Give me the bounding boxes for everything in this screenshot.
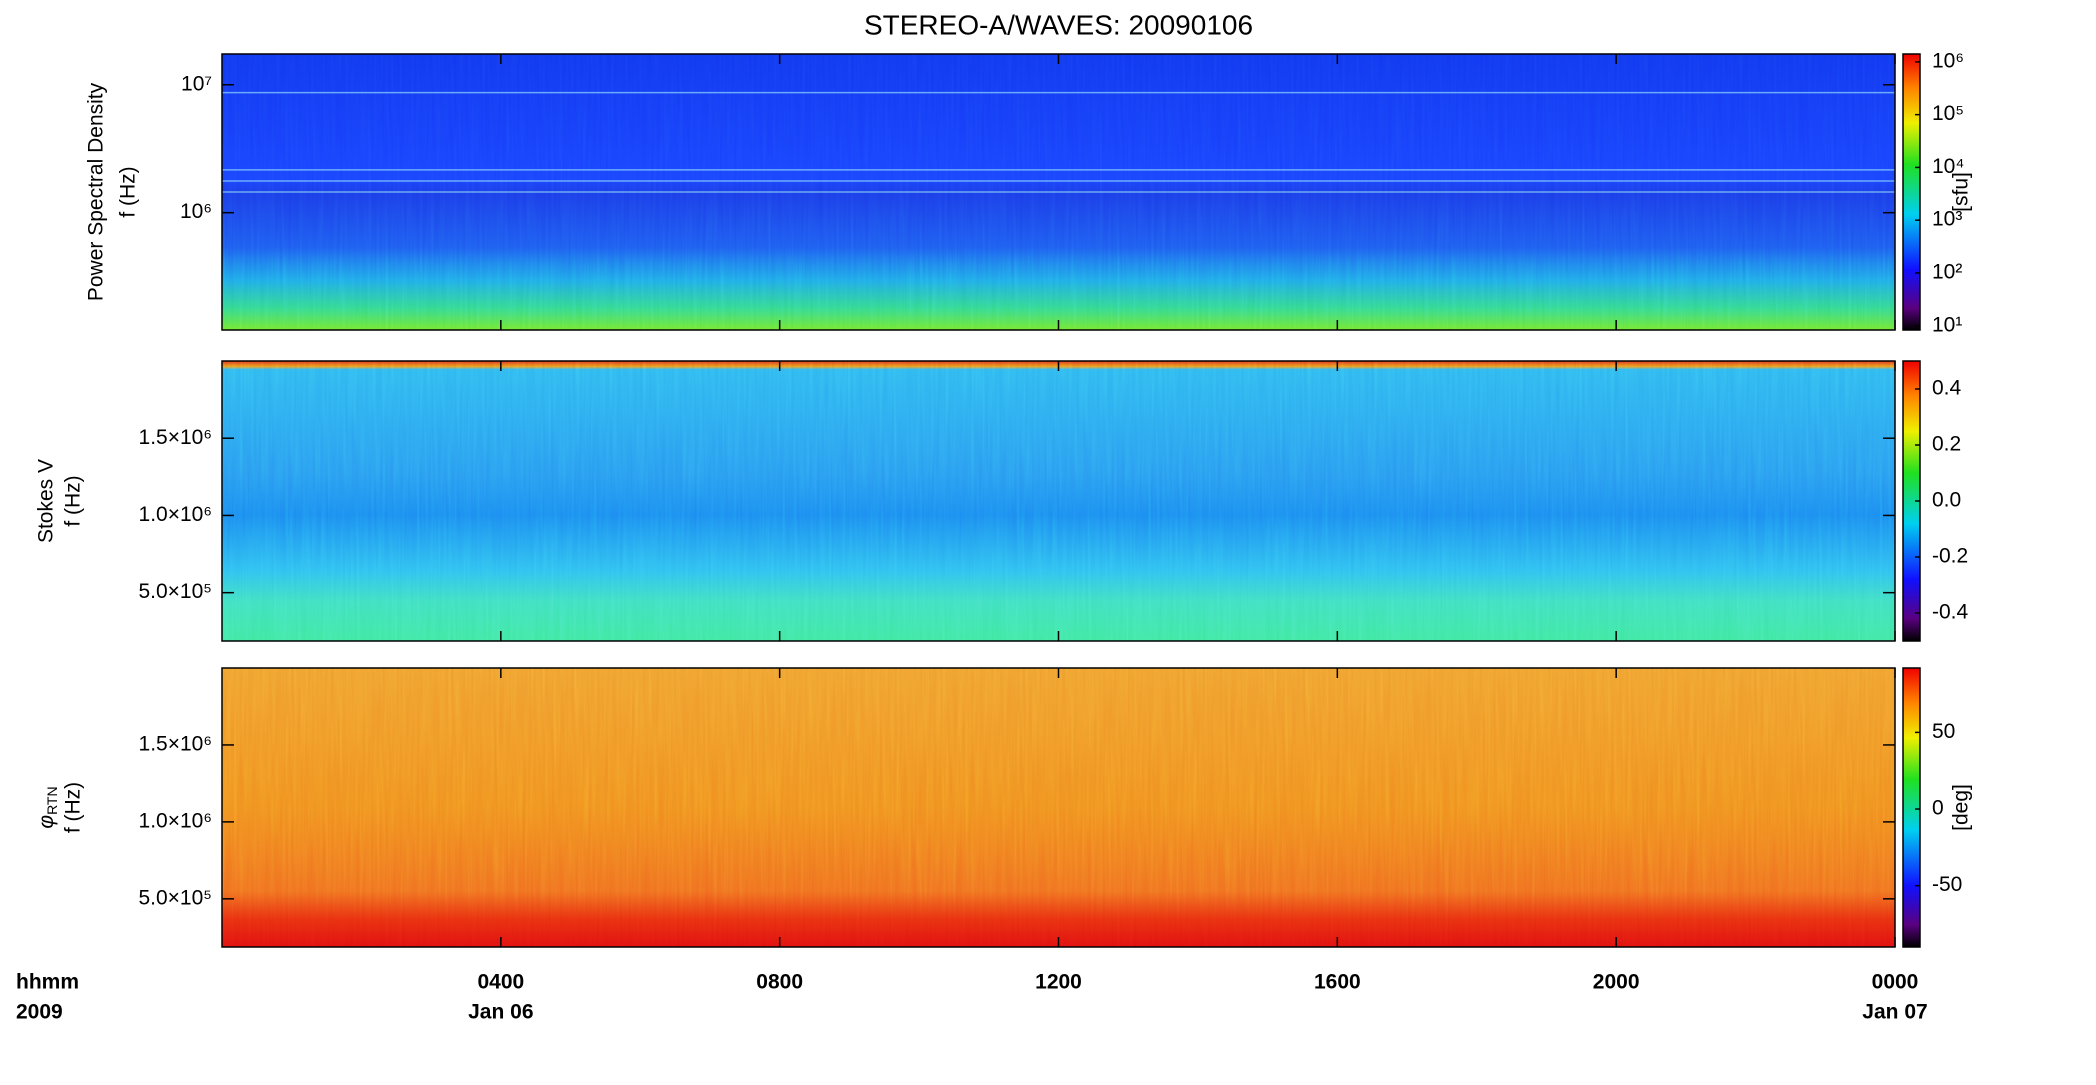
x-tick-label: 0400: [477, 971, 524, 994]
y-label: f (Hz): [62, 782, 85, 833]
y-tick-label: 1.0×10⁶: [139, 503, 212, 526]
colorbar-tick-label: 0.0: [1932, 489, 1961, 512]
y-tick-label: 10⁷: [181, 72, 212, 95]
colorbar: [1902, 53, 1921, 331]
colorbar-tick-label: 10⁶: [1932, 49, 1964, 72]
colorbar-tick-label: 0.2: [1932, 433, 1961, 456]
date-label: Jan 07: [1862, 1001, 1927, 1024]
colorbar: [1902, 667, 1921, 948]
corner-label: hhmm: [16, 971, 79, 994]
x-tick-label: 0800: [756, 971, 803, 994]
y-tick-label: 5.0×10⁵: [138, 886, 212, 909]
y-label: Power Spectral Density: [85, 82, 108, 301]
colorbar-tick-label: 10⁴: [1932, 155, 1964, 178]
colorbar-tick-label: 0.4: [1932, 377, 1962, 400]
y-tick-label: 1.0×10⁶: [139, 809, 212, 832]
colorbar-tick-label: 50: [1932, 720, 1955, 743]
colorbar-tick-label: -0.4: [1932, 601, 1969, 624]
x-tick-label: 2000: [1593, 971, 1640, 994]
y-label: f (Hz): [62, 475, 85, 526]
colorbar-tick-label: -50: [1932, 873, 1962, 896]
y-label: f (Hz): [117, 166, 140, 217]
corner-label: 2009: [16, 1001, 63, 1024]
y-label-symbol: φ: [35, 815, 58, 829]
x-tick-label: 1600: [1314, 971, 1361, 994]
colorbar-tick-label: 0: [1932, 797, 1944, 820]
y-tick-label: 5.0×10⁵: [138, 580, 212, 603]
colorbar-label: [sfu]: [1950, 172, 1973, 212]
x-tick-label: 0000: [1872, 971, 1919, 994]
chart-title: STEREO-A/WAVES: 20090106: [864, 9, 1253, 40]
y-label-subscript: RTN: [44, 786, 60, 815]
colorbar-tick-label: -0.2: [1932, 545, 1968, 568]
colorbar-tick-label: 10²: [1932, 261, 1962, 284]
y-tick-label: 1.5×10⁶: [139, 426, 212, 449]
colorbar-tick-label: 10⁵: [1932, 102, 1964, 125]
colorbar-tick-label: 10³: [1932, 208, 1962, 231]
y-label: Stokes V: [35, 459, 58, 543]
spectrogram-texture: [222, 668, 1895, 947]
date-label: Jan 06: [468, 1001, 533, 1024]
y-label: φRTN: [35, 786, 60, 828]
x-tick-label: 1200: [1035, 971, 1082, 994]
y-tick-label: 1.5×10⁶: [139, 732, 212, 755]
y-tick-label: 10⁶: [180, 200, 212, 223]
colorbar-tick-label: 10¹: [1932, 313, 1962, 336]
colorbar-label: [deg]: [1950, 784, 1973, 831]
spectrogram-texture: [222, 361, 1895, 641]
